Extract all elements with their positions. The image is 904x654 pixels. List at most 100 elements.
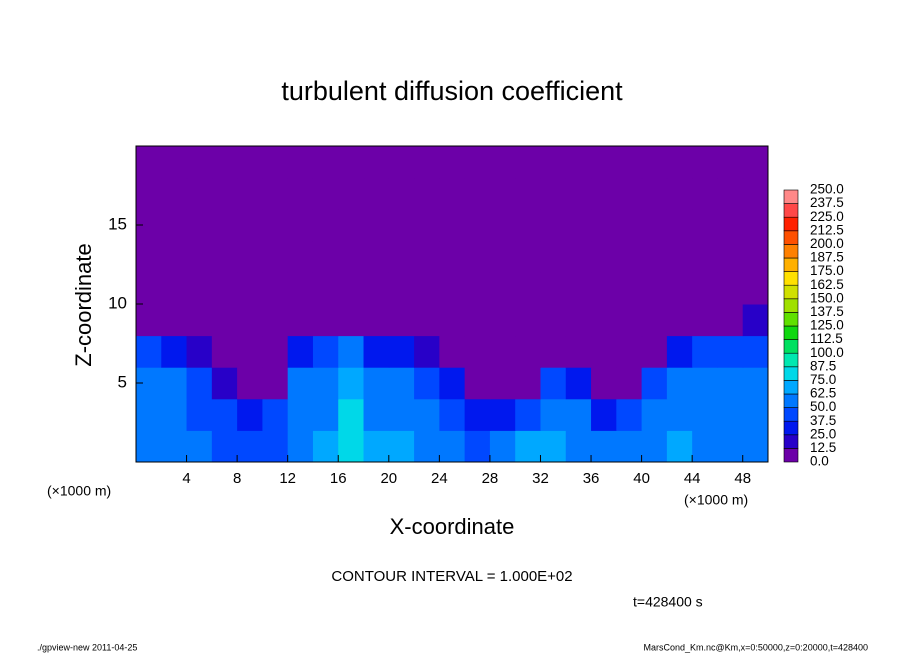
heatmap-cell: [338, 367, 365, 400]
heatmap-cell: [439, 240, 466, 273]
time-label: t=428400 s: [633, 594, 703, 610]
heatmap-cell: [616, 209, 643, 242]
heatmap-cell: [692, 240, 718, 273]
heatmap-cell: [388, 304, 415, 337]
heatmap-cell: [211, 209, 238, 242]
heatmap-cell: [262, 367, 289, 400]
heatmap-cell: [616, 398, 643, 431]
heatmap-cell: [414, 335, 440, 368]
heatmap-cell: [540, 430, 567, 463]
heatmap-cell: [742, 367, 769, 400]
heatmap-cell: [515, 209, 541, 242]
heatmap-cell: [363, 304, 390, 337]
heatmap-cell: [262, 398, 289, 431]
heatmap-cell: [666, 240, 693, 273]
heatmap-cell: [666, 146, 693, 179]
heatmap-cell: [591, 398, 617, 431]
heatmap-cell: [262, 209, 289, 242]
footer: MarsCond_Km.nc@Km,x=0:50000,z=0:20000,t=…: [643, 642, 868, 652]
heatmap-cell: [338, 272, 365, 305]
heatmap-cell: [666, 209, 693, 242]
y-tick-label: 15: [108, 214, 127, 233]
contour-interval: CONTOUR INTERVAL = 1.000E+02: [331, 568, 572, 585]
colorbar-swatch: [783, 244, 799, 259]
heatmap-cell: [565, 430, 592, 463]
heatmap-cell: [515, 335, 541, 368]
colorbar-swatch: [783, 230, 799, 245]
heatmap-cell: [161, 430, 188, 463]
heatmap-cell: [312, 304, 339, 337]
heatmap-cell: [565, 272, 592, 305]
heatmap-cell: [338, 304, 365, 337]
heatmap-cell: [616, 177, 643, 210]
heatmap-cell: [186, 304, 213, 337]
heatmap-cell: [641, 304, 668, 337]
heatmap-cell: [692, 335, 718, 368]
heatmap-cell: [237, 272, 263, 305]
heatmap-cell: [312, 335, 339, 368]
footer: ./gpview-new 2011-04-25: [37, 642, 137, 652]
heatmap-cell: [211, 240, 238, 273]
heatmap-cell: [591, 335, 617, 368]
heatmap-cell: [186, 367, 213, 400]
heatmap-cell: [439, 335, 466, 368]
heatmap-cell: [641, 398, 668, 431]
heatmap-cell: [641, 367, 668, 400]
heatmap-cell: [186, 272, 213, 305]
heatmap-cell: [489, 177, 516, 210]
heatmap-cell: [591, 209, 617, 242]
heatmap-cell: [464, 367, 491, 400]
heatmap-cell: [287, 335, 314, 368]
heatmap-cell: [742, 335, 769, 368]
colorbar-label: 237.5: [810, 195, 844, 210]
heatmap-cell: [136, 304, 162, 337]
x-tick-label: 32: [532, 470, 549, 487]
heatmap-cell: [717, 240, 744, 273]
heatmap-cell: [666, 430, 693, 463]
x-tick-label: 44: [684, 470, 701, 487]
colorbar-label: 162.5: [810, 277, 844, 292]
heatmap-cell: [211, 398, 238, 431]
x-unit: (×1000 m): [684, 492, 748, 508]
heatmap-cell: [591, 304, 617, 337]
heatmap-cell: [515, 398, 541, 431]
heatmap-cell: [515, 240, 541, 273]
heatmap-cell: [338, 240, 365, 273]
heatmap-cell: [388, 146, 415, 179]
heatmap-cell: [287, 177, 314, 210]
heatmap-cell: [414, 398, 440, 431]
heatmap-cell: [439, 367, 466, 400]
colorbar-swatch: [783, 393, 799, 408]
colorbar-label: 0.0: [810, 454, 829, 469]
heatmap-cell: [692, 272, 718, 305]
heatmap-cell: [616, 146, 643, 179]
heatmap-cell: [312, 177, 339, 210]
heatmap-cell: [312, 367, 339, 400]
heatmap-cell: [338, 430, 365, 463]
heatmap-cell: [591, 240, 617, 273]
colorbar-swatch: [783, 312, 799, 327]
heatmap-cell: [211, 367, 238, 400]
colorbar-label: 200.0: [810, 236, 844, 251]
heatmap-cell: [489, 240, 516, 273]
heatmap-cell: [565, 177, 592, 210]
colorbar-swatch: [783, 325, 799, 340]
heatmap-cell: [591, 146, 617, 179]
heatmap-cell: [489, 367, 516, 400]
heatmap-cell: [186, 430, 213, 463]
heatmap-cell: [161, 367, 188, 400]
heatmap-cell: [666, 272, 693, 305]
heatmap-cell: [439, 430, 466, 463]
heatmap-cell: [666, 335, 693, 368]
colorbar-label: 250.0: [810, 182, 844, 197]
heatmap-cell: [287, 146, 314, 179]
heatmap-cell: [565, 367, 592, 400]
heatmap-cell: [136, 240, 162, 273]
heatmap-cell: [211, 335, 238, 368]
heatmap-cell: [388, 398, 415, 431]
heatmap-cell: [515, 430, 541, 463]
heatmap-cell: [616, 272, 643, 305]
heatmap-cell: [262, 335, 289, 368]
heatmap-cell: [742, 146, 769, 179]
heatmap-cell: [717, 304, 744, 337]
